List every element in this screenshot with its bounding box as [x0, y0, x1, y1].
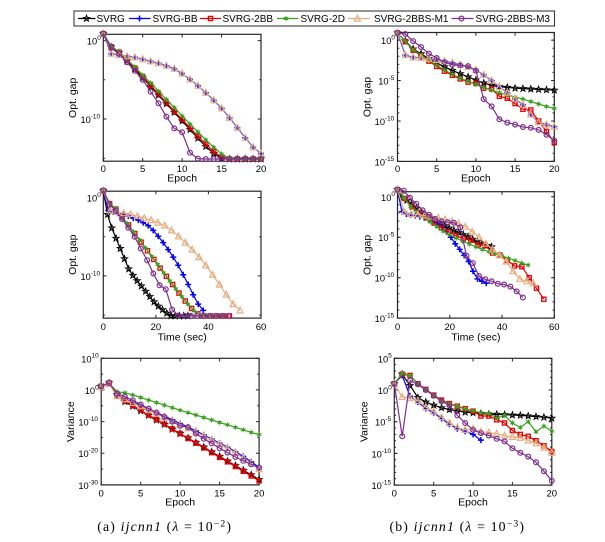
svg-text:10: 10 — [175, 489, 186, 500]
svg-text:SVRG-2BBS-M3: SVRG-2BBS-M3 — [476, 14, 551, 25]
svg-text:0: 0 — [97, 192, 101, 199]
svg-text:0: 0 — [395, 322, 400, 333]
svg-text:-10: -10 — [91, 270, 101, 277]
svg-text:-30: -30 — [89, 479, 99, 486]
svg-text:10: 10 — [468, 489, 479, 500]
svg-text:-15: -15 — [385, 313, 395, 320]
svg-text:SVRG-2BBS-M1: SVRG-2BBS-M1 — [374, 14, 449, 25]
svg-text:10: 10 — [87, 194, 97, 204]
svg-text:-5: -5 — [389, 75, 395, 82]
svg-text:10: 10 — [375, 418, 385, 428]
svg-text:-10: -10 — [385, 115, 395, 122]
svg-text:10: 10 — [177, 164, 188, 175]
svg-text:20: 20 — [549, 164, 560, 175]
svg-text:10: 10 — [78, 418, 88, 428]
svg-text:10: 10 — [85, 386, 95, 396]
svg-text:0: 0 — [101, 322, 106, 333]
svg-text:SVRG: SVRG — [97, 14, 126, 25]
svg-text:-5: -5 — [385, 416, 391, 423]
svg-text:0: 0 — [97, 35, 101, 42]
svg-text:0: 0 — [99, 489, 104, 500]
svg-text:5: 5 — [138, 489, 143, 500]
svg-text:SVRG-BB: SVRG-BB — [153, 14, 198, 25]
svg-text:20: 20 — [254, 489, 265, 500]
svg-text:0: 0 — [95, 384, 99, 391]
svg-text:20: 20 — [547, 489, 558, 500]
svg-text:0: 0 — [391, 35, 395, 42]
svg-text:-15: -15 — [382, 480, 392, 487]
svg-text:-10: -10 — [91, 113, 101, 120]
svg-text:10: 10 — [378, 77, 388, 87]
svg-text:10: 10 — [381, 193, 391, 203]
svg-text:10: 10 — [81, 354, 91, 364]
svg-text:Time (sec): Time (sec) — [451, 331, 500, 343]
svg-text:0: 0 — [101, 164, 106, 175]
svg-text:10: 10 — [375, 314, 385, 324]
svg-text:10: 10 — [80, 115, 90, 125]
svg-text:20: 20 — [445, 322, 456, 333]
svg-text:10: 10 — [371, 449, 381, 459]
svg-text:60: 60 — [549, 322, 560, 333]
svg-text:Variance: Variance — [65, 401, 77, 442]
svg-text:15: 15 — [510, 164, 521, 175]
svg-text:-10: -10 — [385, 272, 395, 279]
svg-text:SVRG-2BB: SVRG-2BB — [223, 14, 274, 25]
svg-text:-10: -10 — [89, 416, 99, 423]
svg-text:10: 10 — [378, 233, 388, 243]
svg-text:10: 10 — [378, 386, 388, 396]
svg-text:Epoch: Epoch — [165, 497, 195, 509]
svg-text:SVRG-2D: SVRG-2D — [301, 14, 345, 25]
svg-text:10: 10 — [87, 37, 97, 47]
svg-text:10: 10 — [80, 272, 90, 282]
svg-text:40: 40 — [497, 322, 508, 333]
svg-text:15: 15 — [214, 489, 225, 500]
svg-text:10: 10 — [375, 117, 385, 127]
svg-text:-15: -15 — [385, 156, 395, 163]
svg-text:20: 20 — [151, 322, 162, 333]
svg-text:0: 0 — [392, 489, 397, 500]
svg-text:0: 0 — [395, 164, 400, 175]
svg-text:10: 10 — [471, 164, 482, 175]
svg-text:15: 15 — [216, 164, 227, 175]
svg-text:10: 10 — [375, 157, 385, 167]
svg-text:Variance: Variance — [359, 401, 371, 442]
svg-text:5: 5 — [431, 489, 436, 500]
svg-text:Epoch: Epoch — [167, 173, 197, 185]
svg-text:10: 10 — [78, 449, 88, 459]
svg-text:Opt. gap: Opt. gap — [67, 78, 79, 118]
svg-text:Opt. gap: Opt. gap — [67, 234, 79, 274]
svg-text:5: 5 — [140, 164, 145, 175]
svg-text:-20: -20 — [89, 448, 99, 455]
svg-text:Time (sec): Time (sec) — [158, 331, 207, 343]
svg-text:20: 20 — [256, 164, 267, 175]
svg-text:10: 10 — [378, 354, 388, 364]
svg-text:15: 15 — [507, 489, 518, 500]
svg-text:60: 60 — [256, 322, 267, 333]
svg-text:10: 10 — [371, 481, 381, 491]
svg-text:0: 0 — [391, 191, 395, 198]
svg-text:(a) ijcnn1 (λ = 10−2): (a) ijcnn1 (λ = 10−2) — [97, 518, 232, 535]
svg-text:(b) ijcnn1 (λ = 10−3): (b) ijcnn1 (λ = 10−3) — [389, 518, 525, 535]
svg-text:Opt. gap: Opt. gap — [362, 235, 374, 275]
svg-text:Epoch: Epoch — [458, 497, 488, 509]
svg-text:0: 0 — [388, 384, 392, 391]
svg-text:10: 10 — [92, 353, 100, 360]
svg-text:-5: -5 — [389, 232, 395, 239]
svg-text:10: 10 — [381, 36, 391, 46]
svg-text:Epoch: Epoch — [461, 173, 491, 185]
svg-text:10: 10 — [78, 481, 88, 491]
svg-text:10: 10 — [375, 274, 385, 284]
svg-text:5: 5 — [434, 164, 439, 175]
svg-text:-10: -10 — [382, 448, 392, 455]
svg-text:5: 5 — [388, 353, 392, 360]
svg-text:Opt. gap: Opt. gap — [362, 77, 374, 117]
svg-text:40: 40 — [203, 322, 214, 333]
